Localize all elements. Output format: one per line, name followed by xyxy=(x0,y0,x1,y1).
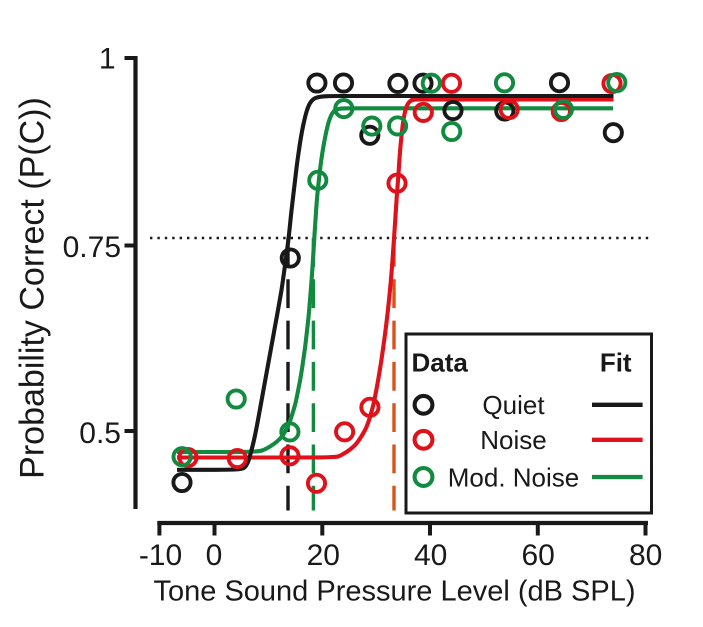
svg-text:Tone Sound Pressure Level (dB: Tone Sound Pressure Level (dB SPL) xyxy=(154,576,636,608)
svg-text:Quiet: Quiet xyxy=(482,390,545,420)
svg-text:-10: -10 xyxy=(139,539,182,572)
svg-text:Fit: Fit xyxy=(600,348,632,378)
svg-text:Probability Correct (P(C)): Probability Correct (P(C)) xyxy=(13,97,51,479)
svg-text:Noise: Noise xyxy=(480,425,546,455)
svg-text:Data: Data xyxy=(412,348,469,378)
svg-text:0.75: 0.75 xyxy=(63,231,121,264)
svg-text:80: 80 xyxy=(629,539,662,572)
svg-text:20: 20 xyxy=(307,539,340,572)
svg-text:0: 0 xyxy=(206,539,223,572)
svg-text:40: 40 xyxy=(414,539,447,572)
svg-text:1: 1 xyxy=(99,42,116,75)
svg-text:60: 60 xyxy=(522,539,555,572)
svg-text:Mod. Noise: Mod. Noise xyxy=(448,462,580,492)
svg-text:0.5: 0.5 xyxy=(79,417,121,450)
